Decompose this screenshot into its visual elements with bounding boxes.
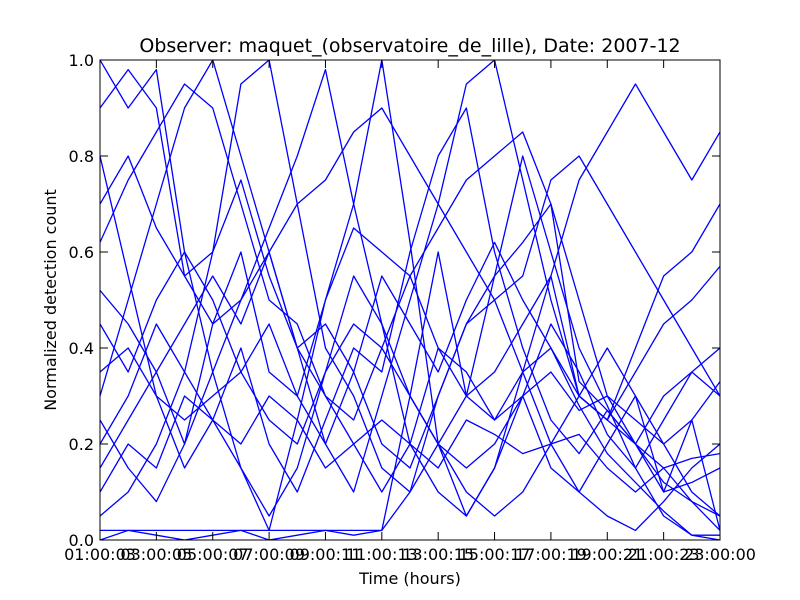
- series-line-3: [100, 60, 720, 532]
- series-line-16: [100, 275, 720, 517]
- x-tick-label-12: 23:00:00: [684, 545, 756, 564]
- series-line-8: [100, 241, 720, 445]
- x-tick-label-1: 01:00:03: [64, 545, 136, 564]
- plot-frame: [99, 59, 721, 541]
- series-line-4: [100, 60, 720, 493]
- x-tick-label-10: 19:00:21: [571, 545, 643, 564]
- x-tick-label-6: 11:00:13: [346, 545, 418, 564]
- x-tick-label-4: 07:00:09: [233, 545, 305, 564]
- series-line-10: [100, 83, 720, 493]
- series-line-12: [100, 68, 720, 469]
- x-tick-label-5: 09:00:11: [290, 545, 362, 564]
- series-line-6: [100, 107, 720, 517]
- x-tick-label-8: 15:00:17: [459, 545, 531, 564]
- y-tick-label-2: 0.2: [69, 435, 94, 454]
- series-line-7: [100, 60, 720, 536]
- y-tick-label-6: 1.0: [69, 51, 94, 70]
- y-axis-title: Normalized detection count: [41, 189, 60, 411]
- y-tick-label-4: 0.6: [69, 243, 94, 262]
- series-line-5: [100, 227, 720, 469]
- series-layer: [100, 60, 720, 540]
- y-tick-label-1: 0.0: [69, 531, 94, 550]
- x-tick-label-3: 05:00:07: [177, 545, 249, 564]
- y-tick-label-3: 0.4: [69, 339, 94, 358]
- x-tick-label-9: 17:00:19: [515, 545, 587, 564]
- x-axis-title: Time (hours): [358, 569, 461, 588]
- chart-title: Observer: maquet_(observatoire_de_lille)…: [139, 35, 680, 57]
- ticks-layer: 01:00:0303:00:0505:00:0707:00:0909:00:11…: [64, 51, 756, 564]
- x-tick-label-11: 21:00:23: [628, 545, 700, 564]
- series-line-15: [100, 107, 720, 397]
- x-tick-label-7: 13:00:15: [402, 545, 474, 564]
- x-tick-label-2: 03:00:05: [120, 545, 192, 564]
- series-line-14: [100, 251, 720, 532]
- y-tick-label-5: 0.8: [69, 147, 94, 166]
